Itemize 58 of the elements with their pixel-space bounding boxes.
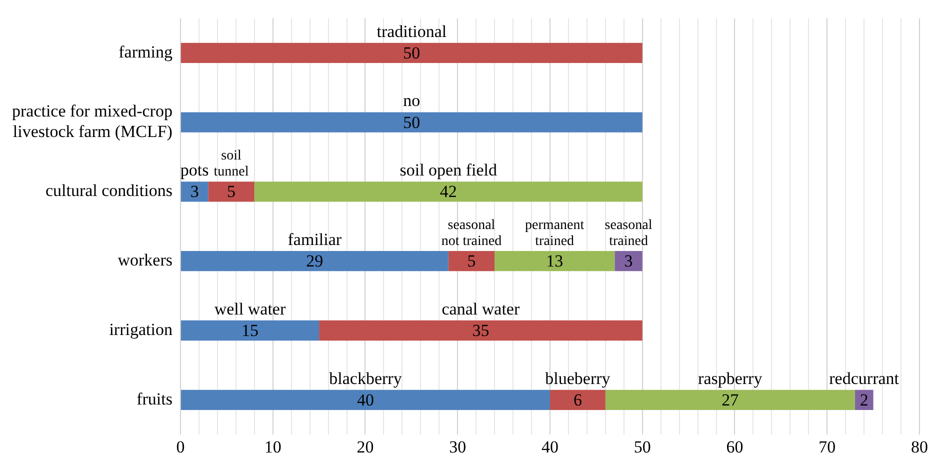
data-label: 3	[190, 182, 199, 202]
x-tick-label: 70	[818, 437, 836, 456]
bar	[180, 112, 642, 132]
x-tick-label: 50	[634, 437, 651, 456]
bar	[319, 320, 642, 341]
data-label: 40	[356, 390, 374, 410]
annotation: redcurrant	[829, 368, 900, 388]
y-tick-label: cultural conditions	[45, 181, 172, 200]
annotation: permanent trained	[525, 218, 584, 250]
annotation: familiar	[288, 230, 342, 250]
data-label: 13	[546, 252, 564, 271]
annotation: canal water	[442, 299, 520, 318]
data-label: 29	[306, 252, 324, 271]
bar	[180, 251, 448, 272]
annotation: blackberry	[329, 368, 402, 388]
y-tick-label: farming	[118, 42, 173, 62]
bar	[180, 320, 320, 341]
annotation: soil open field	[400, 160, 498, 180]
data-label: 15	[242, 320, 259, 340]
annotation: seasonal trained	[604, 218, 652, 250]
data-label: 3	[624, 252, 633, 271]
bar	[605, 390, 855, 410]
x-tick-label: 80	[911, 437, 928, 456]
bar	[208, 182, 254, 202]
x-tick-label: 60	[726, 437, 744, 456]
annotation: traditional	[376, 22, 447, 41]
annotation: raspberry	[698, 368, 763, 388]
data-label: 50	[403, 43, 420, 62]
bar	[550, 390, 606, 410]
x-tick-label: 10	[264, 437, 282, 456]
x-tick-label: 30	[449, 437, 466, 456]
data-label: 27	[722, 390, 740, 410]
annotation: well water	[214, 299, 286, 318]
x-tick-label: 40	[541, 437, 558, 456]
y-tick-label: workers	[118, 250, 172, 270]
annotation: seasonal not trained	[441, 218, 502, 250]
y-tick-label: practice for mixed-crop livestock farm (MCLF)	[12, 102, 172, 141]
data-label: 35	[472, 320, 490, 340]
bar	[448, 251, 495, 272]
annotation: no	[403, 91, 420, 110]
bar	[254, 182, 642, 202]
data-label: 2	[860, 390, 868, 410]
y-tick-label: irrigation	[109, 320, 173, 339]
bar	[494, 251, 615, 272]
data-label: 5	[467, 252, 476, 271]
x-tick-label: 20	[356, 437, 374, 456]
annotation: pots	[180, 160, 209, 180]
data-label: 50	[403, 112, 420, 132]
data-label: 42	[440, 182, 457, 202]
data-label: 6	[573, 390, 582, 410]
data-label: 5	[227, 182, 236, 202]
bar	[180, 390, 550, 410]
bar	[614, 251, 642, 272]
bar	[180, 182, 208, 202]
annotation: soil tunnel	[214, 148, 249, 180]
annotation: blueberry	[545, 368, 611, 388]
x-tick-label: 0	[176, 437, 185, 456]
y-tick-label: fruits	[136, 389, 172, 408]
